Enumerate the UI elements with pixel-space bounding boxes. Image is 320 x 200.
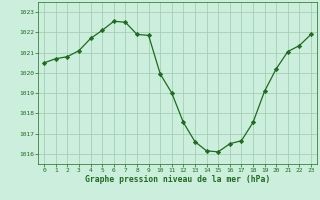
X-axis label: Graphe pression niveau de la mer (hPa): Graphe pression niveau de la mer (hPa): [85, 175, 270, 184]
